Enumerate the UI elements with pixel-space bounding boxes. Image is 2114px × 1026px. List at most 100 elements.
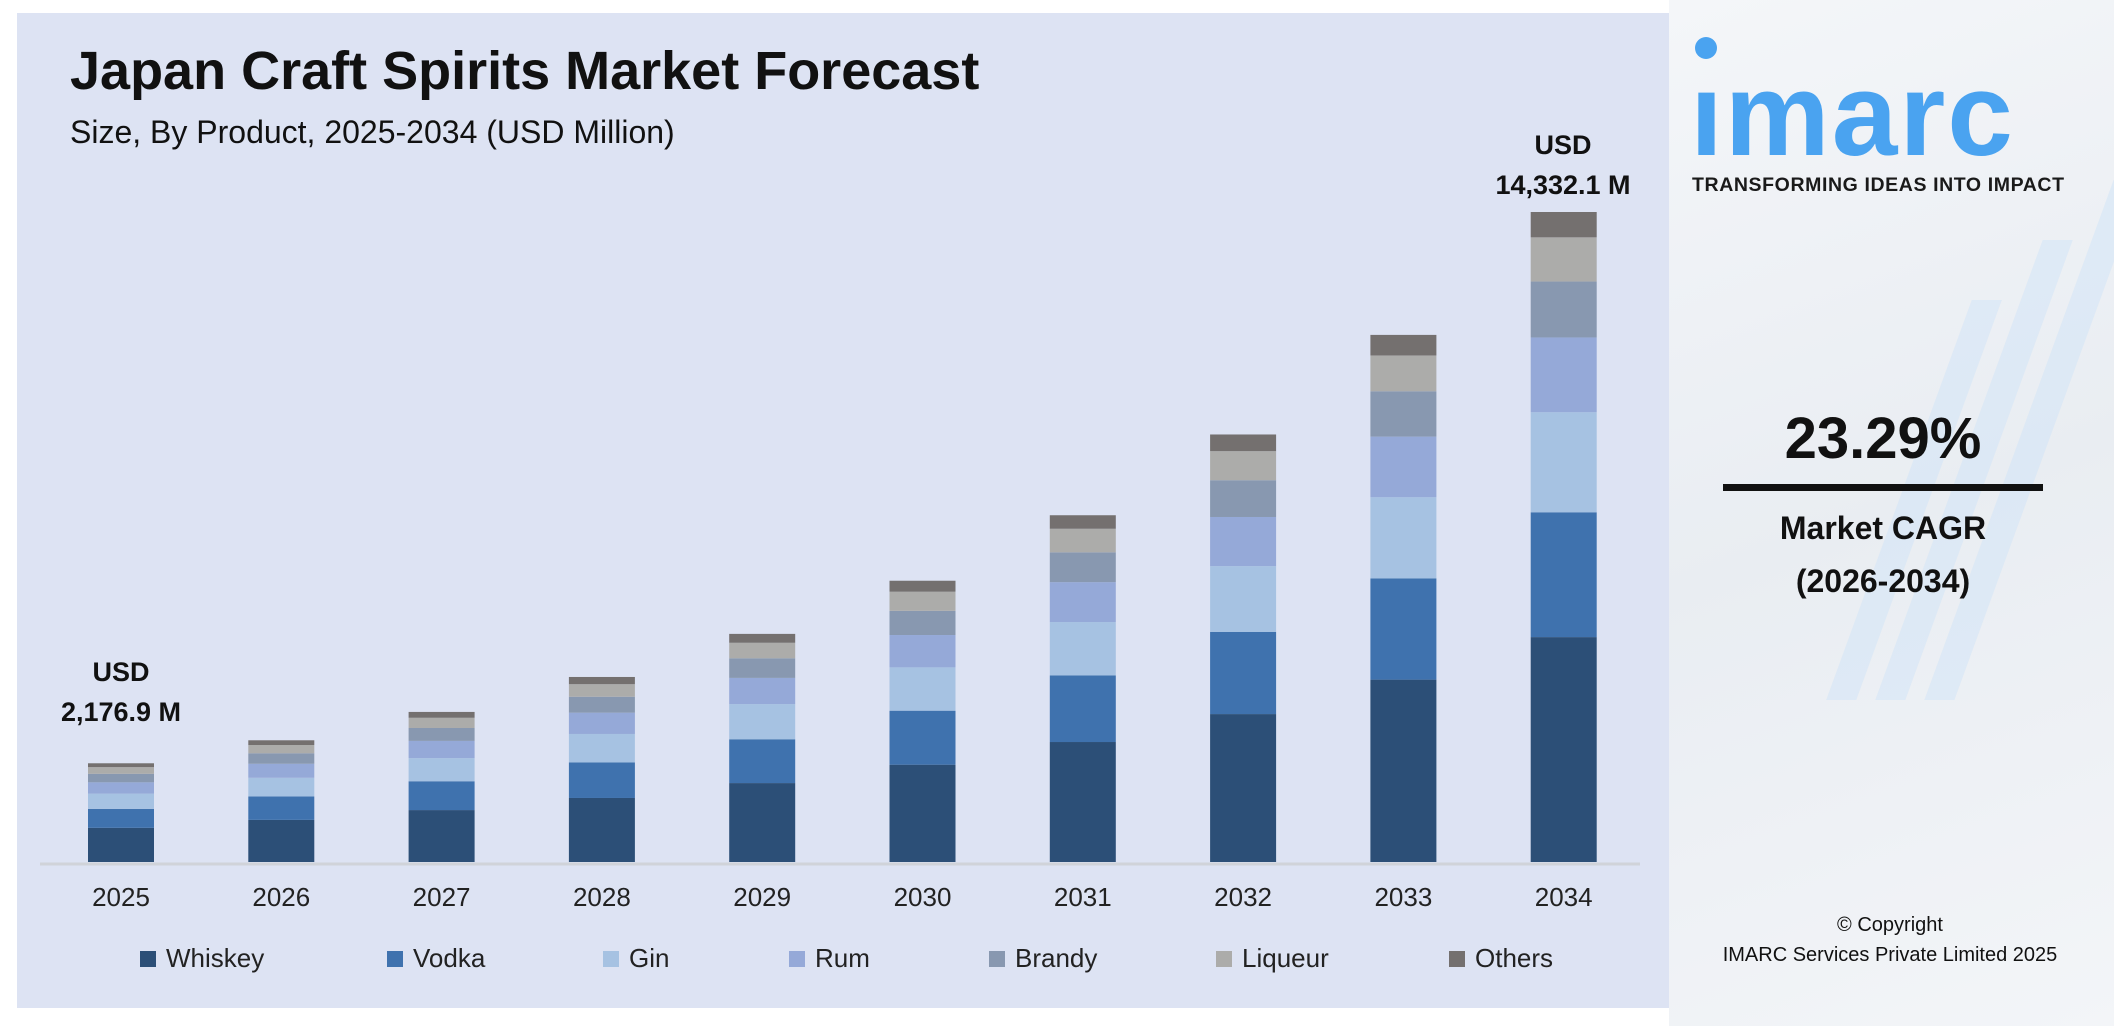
cagr-period: (2026-2034) [1795,563,1971,599]
end-value-annotation: USD 14,332.1 M [1433,125,1693,205]
bar-segment-brandy-2032 [1210,480,1277,517]
bar-segment-others-2026 [248,740,315,746]
legend: Whiskey Vodka Gin Rum Brandy Liqueur Others [0,943,1669,979]
stacked-bar-chart: 2025 2026 2027 2028 2029 2030 2031 2032 2033 2034 [40,212,1640,912]
x-tick-label: 2026 [252,882,310,912]
chart-title: Japan Craft Spirits Market Forecast [70,41,980,101]
cagr-divider [1723,484,2043,491]
x-tick-label: 2029 [733,882,791,912]
legend-item-whiskey: Whiskey [140,943,264,974]
legend-item-others: Others [1449,943,1553,974]
bars [88,212,1597,862]
start-value: 2,176.9 M [60,697,182,727]
bar-segment-gin-2025 [88,793,154,809]
bar-segment-whiskey-2027 [408,810,475,862]
x-tick-label: 2033 [1374,882,1432,912]
legend-label: Vodka [413,943,486,973]
legend-swatch [603,950,619,967]
x-tick-label: 2031 [1054,882,1112,912]
bar-segment-rum-2033 [1370,436,1437,498]
bar-segment-brandy-2029 [729,658,796,678]
bar-segment-gin-2028 [568,733,635,763]
x-tick-label: 2028 [573,882,631,912]
bar-segment-brandy-2031 [1049,552,1116,583]
x-tick-label: 2032 [1214,882,1272,912]
bar-segment-liqueur-2028 [568,684,635,697]
legend-item-gin: Gin [603,943,669,974]
bar-segment-brandy-2025 [88,773,154,783]
bar-segment-gin-2031 [1049,622,1116,676]
bar-segment-brandy-2028 [568,696,635,713]
bar-segment-gin-2032 [1210,566,1277,632]
bar-segment-liqueur-2031 [1049,528,1116,553]
bar-segment-liqueur-2033 [1370,355,1437,392]
chart-subtitle: Size, By Product, 2025-2034 (USD Million… [70,114,675,150]
bar-segment-gin-2030 [889,667,956,711]
legend-label: Liqueur [1242,943,1329,973]
bar-segment-gin-2027 [408,758,475,782]
bar-segment-gin-2033 [1370,497,1437,579]
x-tick-label: 2027 [413,882,471,912]
bar-segment-others-2027 [408,711,475,718]
copyright-symbol-line: © Copyright [1837,914,1943,936]
x-tick-label: 2034 [1535,882,1593,912]
bar-segment-liqueur-2025 [88,767,154,774]
bar-segment-gin-2029 [729,704,796,740]
bar-segment-brandy-2034 [1530,281,1597,338]
start-value-annotation: USD 2,176.9 M [0,652,251,732]
bar-segment-whiskey-2028 [568,797,635,862]
bar-segment-vodka-2033 [1370,578,1437,680]
legend-label: Others [1475,943,1554,973]
copyright-owner: IMARC Services Private Limited 2025 [1722,944,2058,966]
bar-segment-rum-2028 [568,712,635,734]
bar-segment-vodka-2029 [729,739,796,784]
logo-text: ımarc [1690,49,2015,165]
x-tick-label: 2030 [894,882,952,912]
bar-segment-others-2032 [1210,434,1277,452]
bar-segment-liqueur-2032 [1210,451,1277,481]
bar-segment-liqueur-2029 [729,642,796,659]
bar-segment-others-2031 [1049,515,1116,529]
bar-segment-others-2029 [729,633,796,643]
logo-dot [1695,37,1717,59]
legend-label: Gin [629,943,670,973]
cagr-label: Market CAGR [1779,510,1987,546]
bar-segment-vodka-2034 [1530,512,1597,638]
legend-swatch [1216,950,1232,967]
bar-segment-whiskey-2031 [1049,742,1116,862]
bar-segment-others-2030 [889,580,956,592]
bar-segment-others-2033 [1370,334,1437,356]
bar-segment-vodka-2026 [248,796,315,820]
bar-segment-rum-2031 [1049,582,1116,623]
bar-segment-whiskey-2025 [88,827,154,862]
bar-segment-whiskey-2034 [1530,637,1597,862]
bar-segment-liqueur-2034 [1530,237,1597,282]
legend-item-brandy: Brandy [989,943,1097,974]
bar-segment-whiskey-2030 [889,764,956,862]
start-currency: USD [92,657,150,687]
bar-segment-rum-2027 [408,740,475,759]
brand-tagline: TRANSFORMING IDEAS INTO IMPACT [1692,174,2065,196]
legend-item-rum: Rum [789,943,870,974]
bar-segment-vodka-2032 [1210,631,1277,715]
bar-segment-whiskey-2032 [1210,714,1277,862]
x-tick-label: 2025 [92,882,150,912]
end-currency: USD [1534,130,1592,160]
bar-segment-vodka-2031 [1049,675,1116,743]
imarc-logo: ımarc [1690,37,2015,165]
bar-segment-brandy-2026 [248,753,315,764]
bar-segment-rum-2025 [88,782,154,794]
brand-panel [1669,0,2114,1026]
bar-segment-rum-2030 [889,635,956,668]
x-tick-labels: 2025 2026 2027 2028 2029 2030 2031 2032 2033 2034 [92,882,1593,912]
legend-swatch [387,950,403,967]
bar-segment-brandy-2030 [889,610,956,636]
bar-segment-rum-2032 [1210,516,1277,567]
bar-segment-whiskey-2026 [248,819,315,862]
bar-segment-brandy-2033 [1370,391,1437,437]
legend-swatch [1449,950,1465,967]
bar-segment-liqueur-2026 [248,745,315,754]
bar-segment-vodka-2030 [889,710,956,765]
bar-segment-rum-2029 [729,677,796,705]
bar-segment-whiskey-2033 [1370,679,1437,862]
